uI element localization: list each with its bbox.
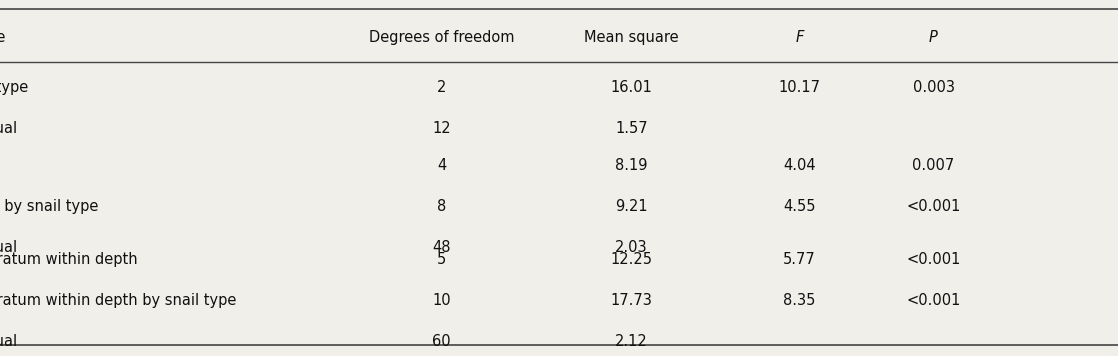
Text: 2.03: 2.03 <box>615 240 648 255</box>
Text: 2: 2 <box>437 80 446 95</box>
Text: Source: Source <box>0 30 6 45</box>
Text: 2.12: 2.12 <box>615 334 648 349</box>
Text: Substratum within depth: Substratum within depth <box>0 252 138 267</box>
Text: 1.57: 1.57 <box>615 121 648 136</box>
Text: 5.77: 5.77 <box>783 252 816 267</box>
Text: Substratum within depth by snail type: Substratum within depth by snail type <box>0 293 237 308</box>
Text: 8.19: 8.19 <box>615 158 648 173</box>
Text: 48: 48 <box>433 240 451 255</box>
Text: 4.04: 4.04 <box>783 158 816 173</box>
Text: F: F <box>795 30 804 45</box>
Text: 12: 12 <box>433 121 451 136</box>
Text: <0.001: <0.001 <box>907 199 960 214</box>
Text: P: P <box>929 30 938 45</box>
Text: 4.55: 4.55 <box>783 199 816 214</box>
Text: Residual: Residual <box>0 334 18 349</box>
Text: 0.003: 0.003 <box>912 80 955 95</box>
Text: 17.73: 17.73 <box>610 293 653 308</box>
Text: 0.007: 0.007 <box>912 158 955 173</box>
Text: <0.001: <0.001 <box>907 252 960 267</box>
Text: 10.17: 10.17 <box>778 80 821 95</box>
Text: Degrees of freedom: Degrees of freedom <box>369 30 514 45</box>
Text: 4: 4 <box>437 158 446 173</box>
Text: Residual: Residual <box>0 240 18 255</box>
Text: 8.35: 8.35 <box>784 293 815 308</box>
Text: <0.001: <0.001 <box>907 293 960 308</box>
Text: 10: 10 <box>433 293 451 308</box>
Text: 5: 5 <box>437 252 446 267</box>
Text: Depth by snail type: Depth by snail type <box>0 199 98 214</box>
Text: 60: 60 <box>433 334 451 349</box>
Text: 9.21: 9.21 <box>615 199 648 214</box>
Text: 12.25: 12.25 <box>610 252 653 267</box>
Text: Residual: Residual <box>0 121 18 136</box>
Text: 16.01: 16.01 <box>610 80 653 95</box>
Text: 8: 8 <box>437 199 446 214</box>
Text: Snail type: Snail type <box>0 80 29 95</box>
Text: Mean square: Mean square <box>585 30 679 45</box>
